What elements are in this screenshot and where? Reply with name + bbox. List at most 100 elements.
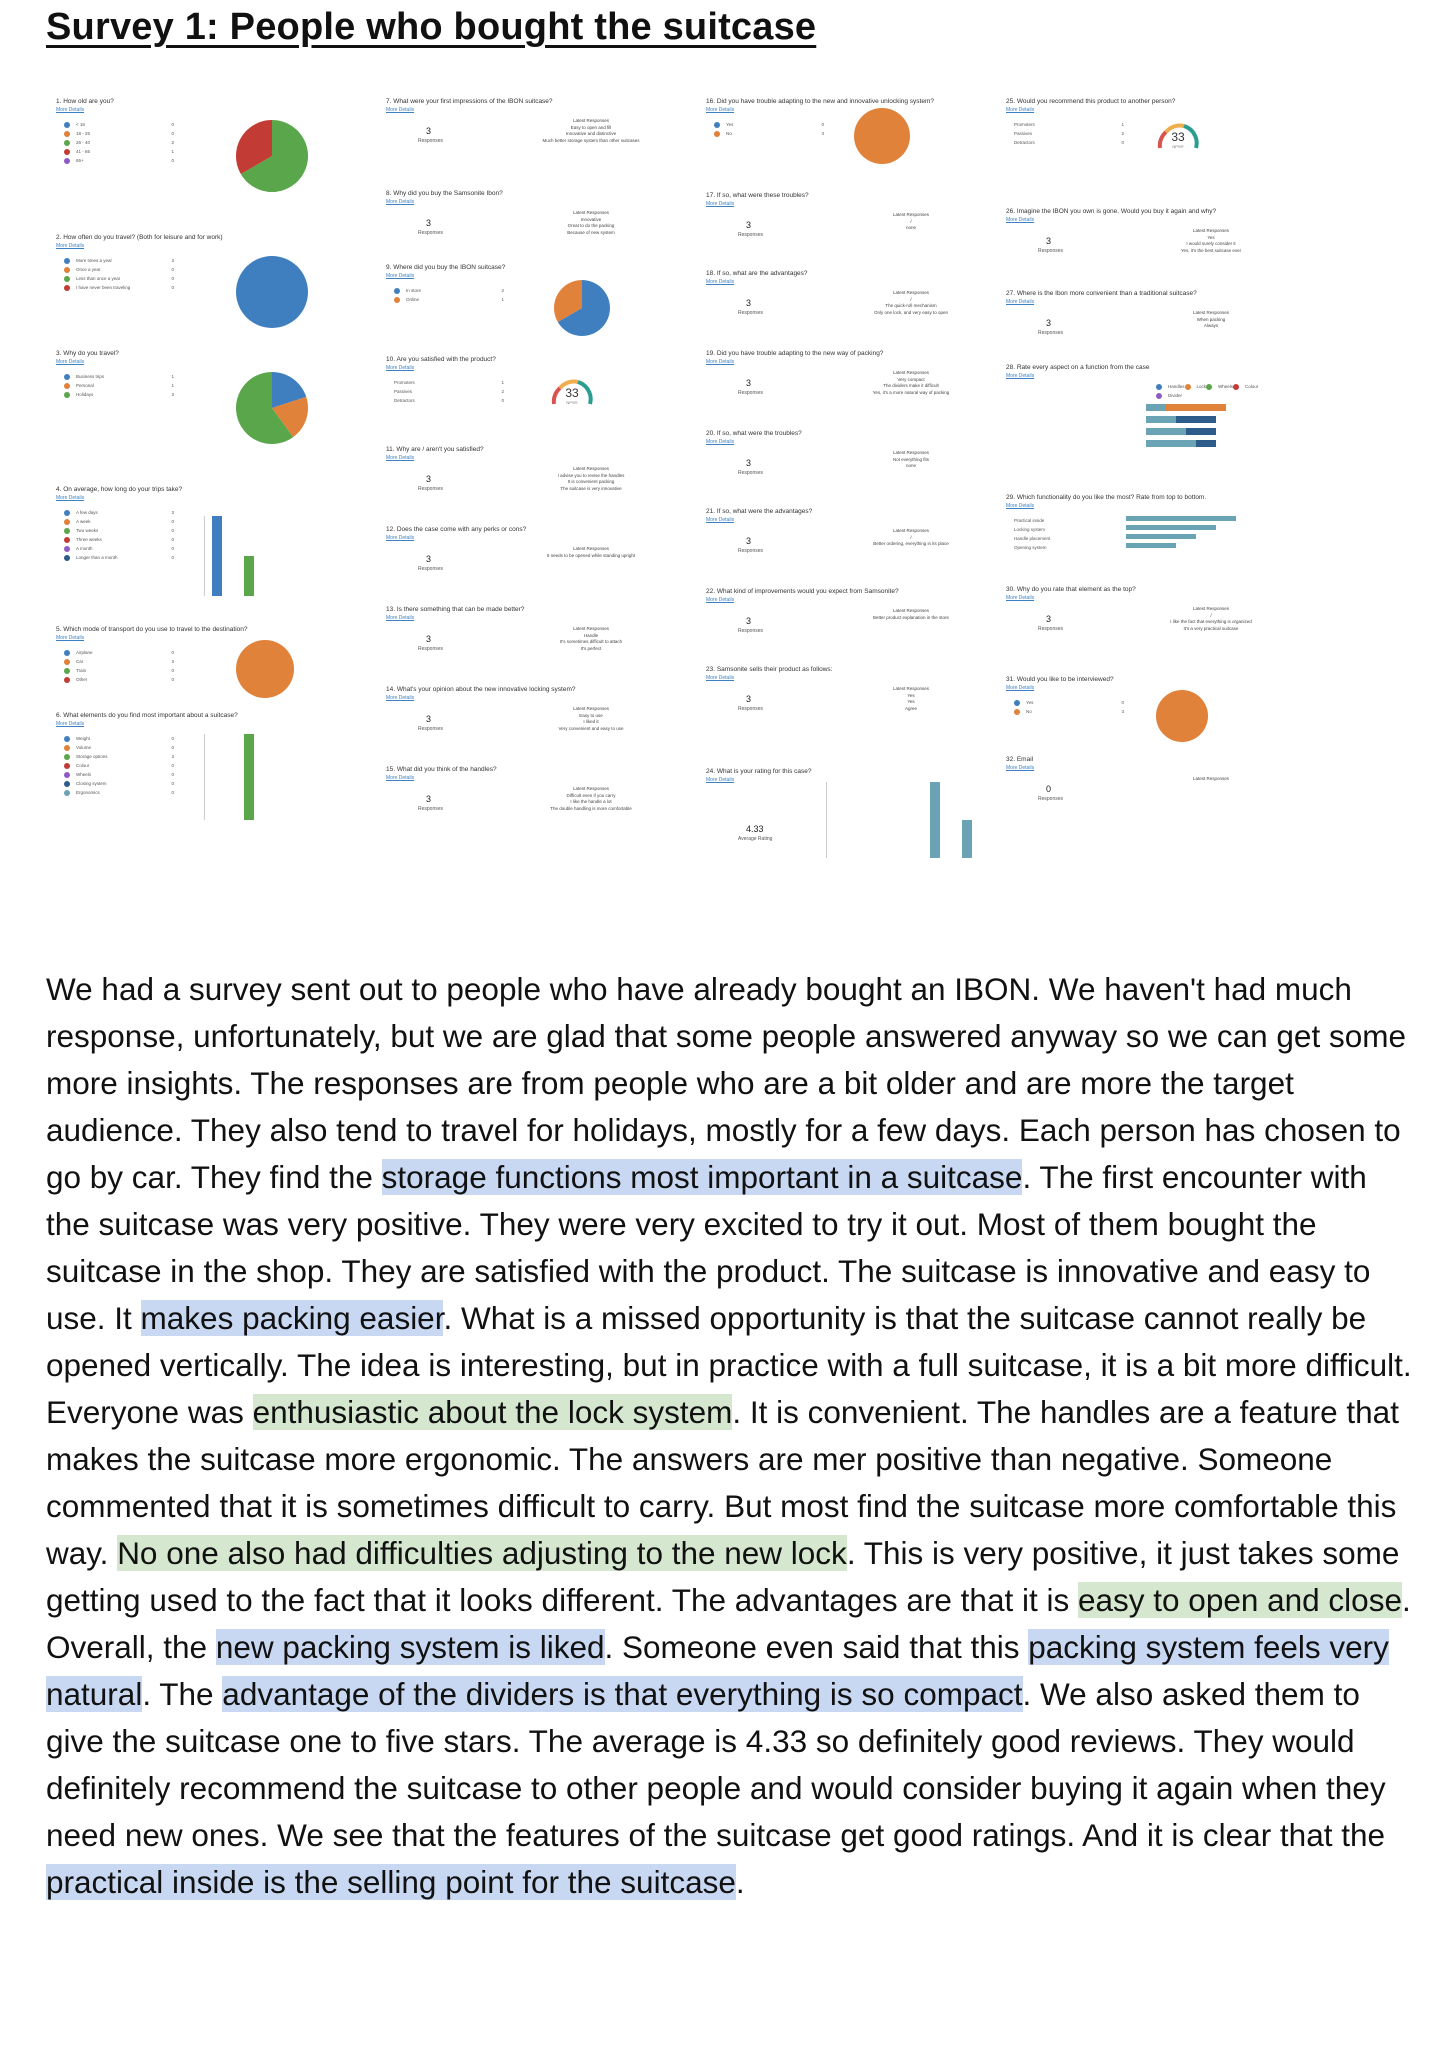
highlighted-phrase: No one also had difficulties adjusting t… <box>117 1535 847 1571</box>
legend-row: Colour 0 <box>64 761 174 770</box>
bar-chart <box>204 734 274 820</box>
response-count: 3 <box>746 378 752 388</box>
legend-dot <box>1156 383 1162 390</box>
response-summary: 3 Responses Latest Responses / none <box>706 208 936 268</box>
nps-row: Detractors 0 <box>1014 138 1124 147</box>
survey-question-card: 22. What kind of improvements would you … <box>706 588 949 658</box>
legend-label: Online <box>406 297 420 302</box>
question-text: 27. Where is the Ibon more convenient th… <box>1006 290 1197 297</box>
paragraph-text: . What is a missed opportunity is that t… <box>46 1300 1412 1430</box>
ranking-row: Locking system <box>1014 525 1124 534</box>
latest-responses: Latest Responses When packing Always <box>1126 310 1296 330</box>
latest-response-item: Not everything fits <box>892 456 929 462</box>
pie-slice <box>240 120 308 192</box>
latest-response-item: Better ordering, everything in its place <box>873 541 949 546</box>
nps-gauge: 33 NPS® <box>550 376 594 410</box>
nps-row-count: 2 <box>1121 131 1124 136</box>
survey-question-card: 32. Email More Details 0 Responses Latest Re… <box>1006 756 1236 816</box>
legend-count: 3 <box>171 510 174 515</box>
question-text: 32. Email <box>1006 756 1034 763</box>
highlighted-phrase: easy to open and close <box>1077 1582 1402 1618</box>
response-summary: 3 Responses Latest Responses Better product… <box>706 604 949 664</box>
response-count: 3 <box>426 714 432 724</box>
survey-question-card: 20. If so, what were the troubles? More D… <box>706 430 936 500</box>
legend-dot <box>64 658 70 665</box>
legend-dot <box>1156 392 1162 399</box>
legend-count: 0 <box>171 781 174 786</box>
latest-response-item: / <box>910 296 912 302</box>
survey-question-card: 12. Does the case come with any perks or… <box>386 526 635 598</box>
legend-row: I have never been traveling 0 <box>64 283 174 292</box>
question-text: 29. Which functionality do you like the … <box>1006 494 1207 501</box>
nps-row-count: 1 <box>501 380 504 385</box>
more-details-link: More Details <box>1006 595 1035 601</box>
latest-responses: Latest Responses Easy to use I liked it Ver… <box>506 706 676 732</box>
chart-legend: Business trips 1 Personal 1 Holidays 3 <box>64 372 174 399</box>
question-text: 10. Are you satisfied with the product? <box>386 356 496 363</box>
legend-row: Once a year 0 <box>64 265 174 274</box>
legend-count: 0 <box>171 677 174 682</box>
nps-row-label: Promoters <box>394 380 415 385</box>
latest-response-item: It needs to be opened while standing upr… <box>546 552 636 558</box>
question-text: 23. Samsonite sells their product as fol… <box>706 666 833 673</box>
latest-responses: Latest Responses Better product explanati… <box>826 608 996 621</box>
latest-responses-heading: Latest Responses <box>892 450 930 455</box>
nps-row-label: Detractors <box>1014 140 1035 145</box>
response-summary: 3 Responses Latest Responses It needs to be… <box>386 542 635 602</box>
legend-count: 0 <box>171 276 174 281</box>
chart-bar <box>1176 416 1216 423</box>
paragraph-text: . Overall, the <box>46 1582 1411 1665</box>
nps-row-label: Promoters <box>1014 122 1035 127</box>
latest-response-item: none <box>905 225 916 230</box>
legend-dot <box>64 284 70 291</box>
highlighted-phrase: makes packing easier <box>140 1300 444 1336</box>
legend-count: 0 <box>171 736 174 741</box>
legend-dot <box>1233 383 1240 390</box>
latest-response-item: Easy to open and fill <box>570 124 612 130</box>
latest-response-item: Agree <box>904 705 917 711</box>
question-text: 24. What is your rating for this case? <box>706 768 812 775</box>
latest-responses-heading: Latest Responses <box>1192 310 1230 315</box>
survey-results-collage: 1. How old are you? More Details < 18 0 18 -… <box>56 98 1286 918</box>
latest-response-item: The dividers make it difficult <box>883 383 939 388</box>
latest-responses: Latest Responses Yes I would surely consid… <box>1126 228 1296 254</box>
more-details-link: More Details <box>706 517 735 523</box>
legend-label: Colour <box>1245 384 1259 389</box>
legend-count: 2 <box>501 288 504 293</box>
question-text: 18. If so, what are the advantages? <box>706 270 808 277</box>
question-text: 26. Imagine the IBON you own is gone. Wo… <box>1006 208 1217 215</box>
responses-label: Responses <box>1038 248 1064 254</box>
legend-label: 65+ <box>76 158 84 163</box>
legend-dot <box>64 527 70 534</box>
legend-dot <box>64 649 70 656</box>
paragraph-text: . We also asked them to give the suitcas… <box>46 1676 1386 1853</box>
average-rating-label: Average Rating <box>738 836 773 842</box>
latest-response-item: Yes <box>1207 234 1215 240</box>
legend-row: No 3 <box>1014 707 1124 716</box>
question-text: 21. If so, what were the advantages? <box>706 508 813 515</box>
legend-label: 18 - 25 <box>76 131 91 136</box>
chart-bar <box>1126 534 1196 539</box>
legend-row: A month 0 <box>64 544 174 553</box>
legend-row: Two weeks 0 <box>64 526 174 535</box>
legend-dot <box>64 667 70 674</box>
legend-count: 3 <box>171 659 174 664</box>
legend-label: Volume <box>76 745 92 750</box>
pie-slice <box>236 640 294 698</box>
survey-question-card: 2. How often do you travel? (Both for le… <box>56 234 308 342</box>
survey-question-card: 16. Did you have trouble adapting to the… <box>706 98 936 184</box>
chart-axis <box>826 782 827 858</box>
latest-response-item: I would surely consider it <box>1186 241 1236 246</box>
latest-response-item: Very convenient and easy to use <box>558 725 624 731</box>
legend-dot <box>64 121 70 128</box>
nps-row-count: 1 <box>1121 122 1124 127</box>
legend-row: Ergonomics 0 <box>64 788 174 797</box>
legend-label: Wheels <box>76 772 92 777</box>
legend-label: Ergonomics <box>76 790 100 795</box>
more-details-link: More Details <box>1006 217 1035 223</box>
legend-row: Closing system 0 <box>64 779 174 788</box>
chart-bar <box>212 516 222 596</box>
response-summary: 3 Responses Latest Responses Innovative Grea… <box>386 206 616 266</box>
chart-bar <box>1146 440 1196 447</box>
response-summary: 3 Responses Latest Responses Not everything… <box>706 446 936 506</box>
